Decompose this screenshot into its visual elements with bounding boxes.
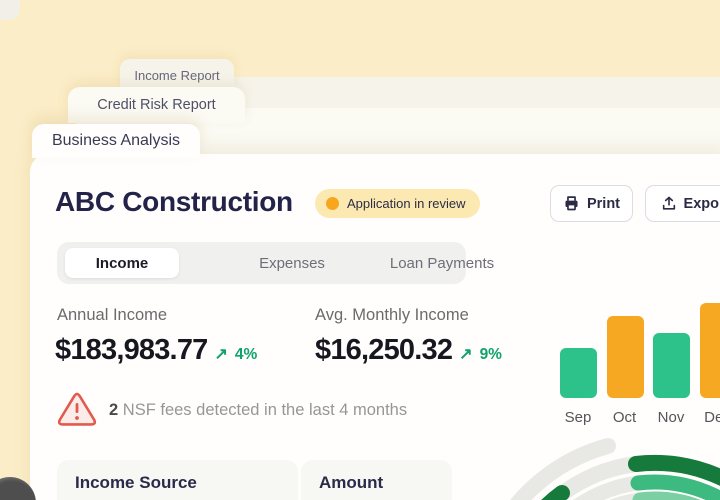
background-corner-card <box>0 0 20 20</box>
print-button-label: Print <box>586 195 621 212</box>
nsf-alert-text: 2 NSF fees detected in the last 4 months <box>109 401 407 420</box>
monthly-income-label: Avg. Monthly Income <box>315 306 469 324</box>
monthly-income-value: $16,250.32 <box>315 334 453 366</box>
printer-icon <box>563 195 580 212</box>
status-badge-label: Application in review <box>347 196 466 211</box>
bar-label-nov: Nov <box>657 409 685 426</box>
table-header-income-source: Income Source <box>57 460 298 500</box>
monthly-income-bar-chart: Sep Oct Nov Dec <box>545 296 720 426</box>
trend-up-icon: ↗ <box>214 346 228 363</box>
export-button-label: Export <box>683 195 720 212</box>
export-button[interactable]: Export <box>645 185 720 222</box>
tab-expenses[interactable]: Expenses <box>227 242 357 284</box>
warning-triangle-icon <box>57 392 97 428</box>
tab-income-report-label: Income Report <box>134 67 220 83</box>
nsf-alert: 2 NSF fees detected in the last 4 months <box>57 392 407 428</box>
bar-label-oct: Oct <box>612 409 637 426</box>
bar-label-sep: Sep <box>564 409 592 426</box>
tab-income-label: Income <box>95 254 149 272</box>
trend-up-icon: ↗ <box>459 346 473 363</box>
status-badge: Application in review <box>315 189 480 218</box>
monthly-income-delta: 9% <box>479 346 502 363</box>
company-title: ABC Construction <box>55 186 293 217</box>
bar-nov <box>653 333 690 398</box>
print-button[interactable]: Print <box>550 185 633 222</box>
annual-income-label: Annual Income <box>57 306 168 324</box>
tab-business-analysis[interactable]: Business Analysis <box>32 124 200 158</box>
status-dot-icon <box>326 197 339 210</box>
tab-credit-risk-report-label: Credit Risk Report <box>97 97 216 113</box>
table-header-amount: Amount <box>301 460 452 500</box>
bar-dec <box>699 303 720 398</box>
bar-label-dec: Dec <box>704 409 720 426</box>
tab-income-report[interactable]: Income Report <box>120 59 234 91</box>
corner-photo-fragment <box>0 477 36 500</box>
export-icon <box>661 195 677 212</box>
table-header-amount-label: Amount <box>319 473 384 492</box>
bar-sep <box>560 348 597 398</box>
tab-loan-payments[interactable]: Loan Payments <box>362 242 522 284</box>
annual-income-delta: 4% <box>234 346 258 363</box>
monthly-income-metric: $16,250.32 ↗ 9% <box>315 334 502 367</box>
tab-expenses-label: Expenses <box>259 254 325 272</box>
nsf-alert-message: NSF fees detected in the last 4 months <box>122 400 408 419</box>
annual-income-metric: $183,983.77 ↗ 4% <box>55 334 257 367</box>
tab-business-analysis-label: Business Analysis <box>51 132 181 149</box>
view-tabs: Income Expenses Loan Payments <box>57 242 494 284</box>
tab-loan-payments-label: Loan Payments <box>389 254 495 272</box>
nsf-alert-count: 2 <box>109 400 119 419</box>
tab-income[interactable]: Income <box>65 242 179 284</box>
tab-credit-risk-report[interactable]: Credit Risk Report <box>68 87 245 123</box>
table-header-income-source-label: Income Source <box>75 473 197 492</box>
income-breakdown-ring-chart <box>510 438 720 500</box>
bar-oct <box>606 316 644 398</box>
active-tab-pill <box>65 248 179 278</box>
annual-income-value: $183,983.77 <box>55 334 208 366</box>
